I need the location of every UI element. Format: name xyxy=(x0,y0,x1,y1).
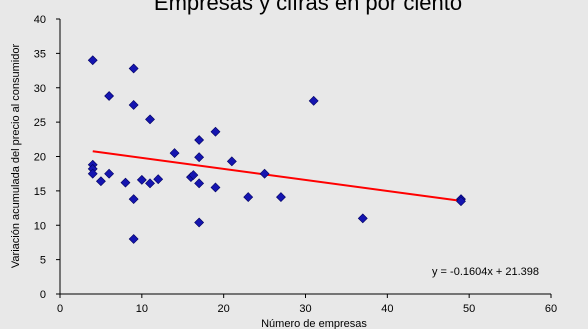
trendline-equation: y = -0.1604x + 21.398 xyxy=(432,266,539,278)
x-axis-label: Número de empresas xyxy=(261,318,367,329)
data-point xyxy=(456,196,466,207)
x-tick-label: 60 xyxy=(545,303,557,315)
data-point xyxy=(194,152,205,163)
x-tick-label: 20 xyxy=(218,303,230,315)
y-tick-label: 15 xyxy=(34,186,46,198)
trendline-group xyxy=(92,150,462,202)
data-point xyxy=(308,95,319,106)
x-ticks: 0 10 20 30 40 50 60 xyxy=(57,294,557,315)
chart-title: Empresas y cifras en por ciento xyxy=(154,0,462,15)
x-tick-label: 50 xyxy=(463,303,475,315)
data-point xyxy=(210,182,221,193)
data-point xyxy=(357,213,368,224)
x-tick-label: 30 xyxy=(299,303,311,315)
x-tick-label: 0 xyxy=(57,303,63,315)
data-point xyxy=(128,100,139,110)
y-tick-label: 10 xyxy=(34,220,46,232)
data-point xyxy=(226,156,237,167)
data-point xyxy=(136,174,147,185)
y-tick-label: 0 xyxy=(40,289,46,301)
data-point xyxy=(128,234,139,244)
data-point xyxy=(87,55,98,66)
y-tick-label: 35 xyxy=(34,48,46,60)
data-point xyxy=(210,126,221,137)
data-point xyxy=(243,192,254,202)
data-point xyxy=(87,168,98,179)
data-point xyxy=(188,170,199,180)
y-axis-label: Variación acumulada del precio al consum… xyxy=(10,44,22,269)
data-points xyxy=(87,55,466,244)
data-point xyxy=(145,114,155,125)
y-tick-label: 40 xyxy=(34,14,46,26)
trendline xyxy=(92,150,462,202)
x-tick-label: 10 xyxy=(136,303,148,315)
data-point xyxy=(194,135,205,145)
y-tick-label: 25 xyxy=(34,117,46,129)
y-tick-label: 5 xyxy=(40,255,46,267)
data-point xyxy=(194,178,205,189)
data-point xyxy=(153,174,164,185)
data-point xyxy=(145,178,155,189)
data-point xyxy=(95,176,106,187)
y-tick-label: 20 xyxy=(34,152,46,164)
data-point xyxy=(120,177,131,188)
data-point xyxy=(128,63,139,74)
data-point xyxy=(104,91,115,101)
x-tick-label: 40 xyxy=(381,303,393,315)
data-point xyxy=(169,148,180,158)
data-point xyxy=(194,217,205,228)
y-tick-label: 30 xyxy=(34,83,46,95)
y-ticks: 0 5 10 15 20 25 30 35 40 xyxy=(34,14,60,301)
data-point xyxy=(104,168,115,179)
data-point xyxy=(128,194,139,205)
data-point xyxy=(259,168,270,179)
data-point xyxy=(276,192,286,202)
